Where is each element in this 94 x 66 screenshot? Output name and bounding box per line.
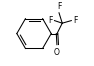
Text: F: F xyxy=(57,2,61,11)
Text: O: O xyxy=(54,48,60,56)
Text: F: F xyxy=(73,16,77,25)
Text: F: F xyxy=(49,16,53,25)
